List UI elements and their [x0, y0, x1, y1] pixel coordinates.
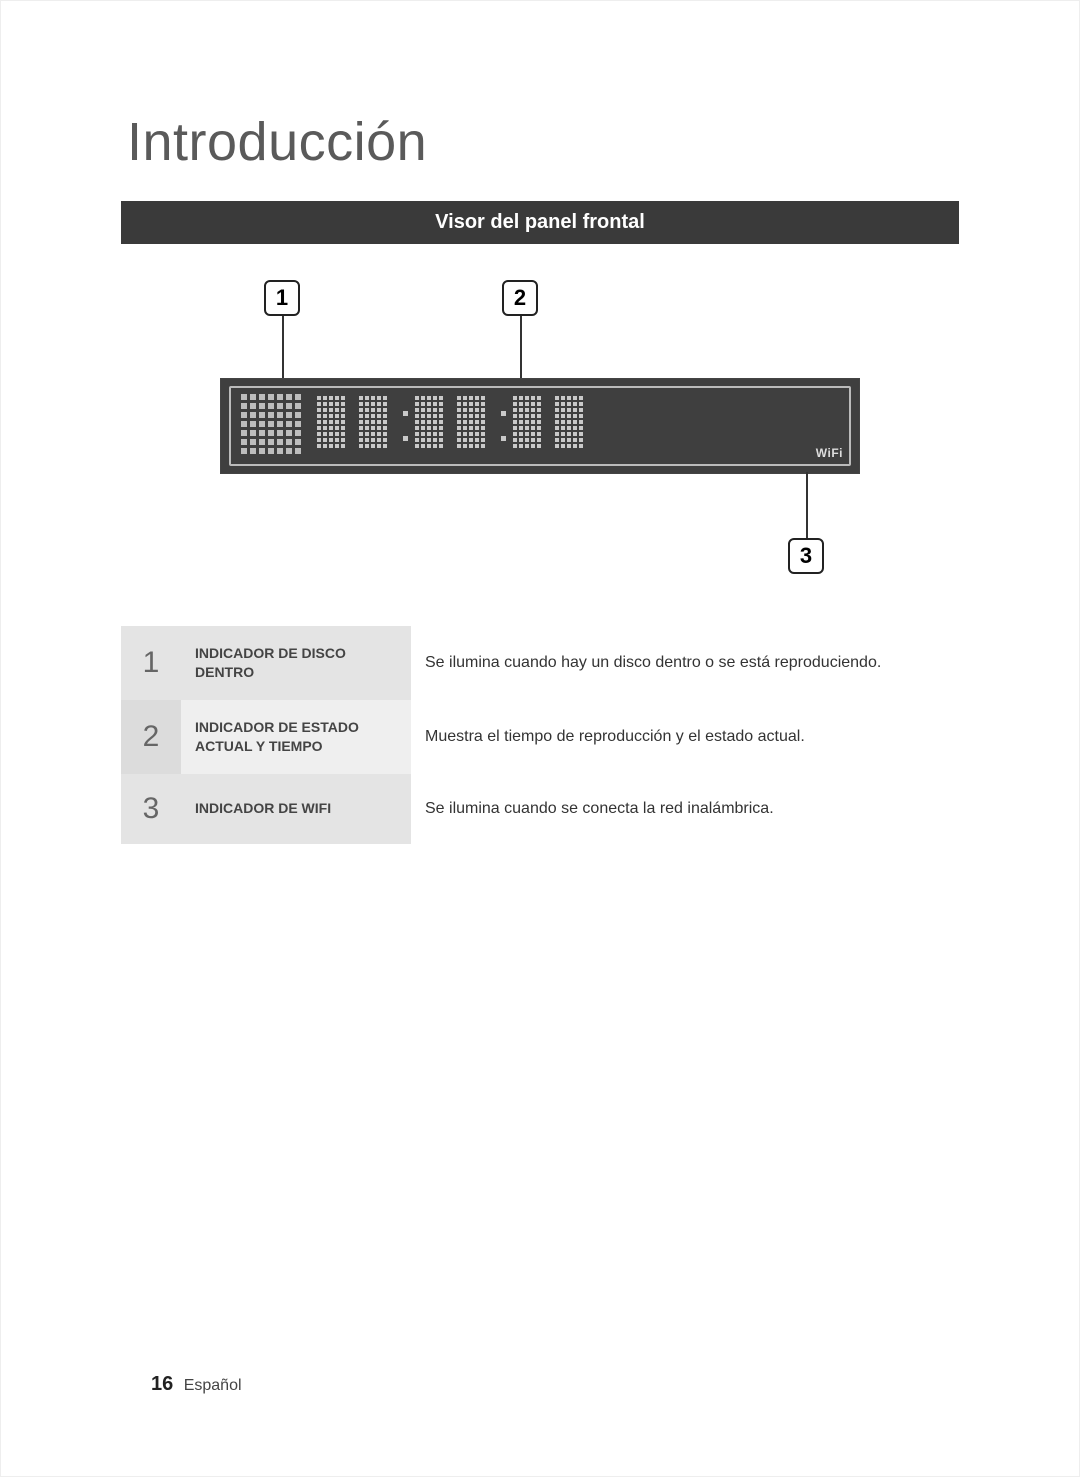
- seven-seg-digit: [415, 396, 451, 456]
- time-status-display: [317, 394, 591, 458]
- legend-description: Se ilumina cuando hay un disco dentro o …: [411, 626, 959, 700]
- seven-seg-digit: [457, 396, 493, 456]
- callout-lead-1: [282, 316, 284, 378]
- seven-seg-digit: [555, 396, 591, 456]
- front-panel-diagram: 1 2: [220, 280, 860, 580]
- diagram-container: 1 2: [121, 280, 959, 580]
- seven-seg-digit: [317, 396, 353, 456]
- legend-label: INDICADOR DE WIFI: [181, 774, 411, 844]
- subsection-banner: Visor del panel frontal: [121, 201, 959, 244]
- disc-indicator-icon: [241, 394, 305, 458]
- seven-seg-digit: [513, 396, 549, 456]
- page-number: 16: [151, 1373, 173, 1395]
- legend-number: 3: [121, 774, 181, 844]
- colon-separator-icon: [499, 401, 507, 451]
- callout-2: 2: [502, 280, 538, 316]
- legend-description: Muestra el tiempo de reproducción y el e…: [411, 700, 959, 774]
- legend-number: 2: [121, 700, 181, 774]
- table-row: 2 INDICADOR DE ESTADO ACTUAL Y TIEMPO Mu…: [121, 700, 959, 774]
- callout-3: 3: [788, 538, 824, 574]
- seven-seg-digit: [359, 396, 395, 456]
- legend-label: INDICADOR DE DISCO DENTRO: [181, 626, 411, 700]
- callout-lead-2: [520, 316, 522, 378]
- callout-lead-3: [806, 472, 808, 538]
- table-row: 1 INDICADOR DE DISCO DENTRO Se ilumina c…: [121, 626, 959, 700]
- display-panel-inner: WiFi: [229, 386, 851, 466]
- wifi-indicator-label: WiFi: [816, 446, 843, 460]
- legend-label: INDICADOR DE ESTADO ACTUAL Y TIEMPO: [181, 700, 411, 774]
- manual-page: Introducción Visor del panel frontal 1 2: [0, 0, 1080, 1477]
- legend-number: 1: [121, 626, 181, 700]
- legend-description: Se ilumina cuando se conecta la red inal…: [411, 774, 959, 844]
- callout-1: 1: [264, 280, 300, 316]
- display-panel: WiFi: [220, 378, 860, 474]
- page-language: Español: [184, 1377, 242, 1394]
- section-title: Introducción: [127, 111, 959, 173]
- table-row: 3 INDICADOR DE WIFI Se ilumina cuando se…: [121, 774, 959, 844]
- indicator-legend-table: 1 INDICADOR DE DISCO DENTRO Se ilumina c…: [121, 626, 959, 844]
- page-footer: 16 Español: [151, 1373, 242, 1396]
- colon-separator-icon: [401, 401, 409, 451]
